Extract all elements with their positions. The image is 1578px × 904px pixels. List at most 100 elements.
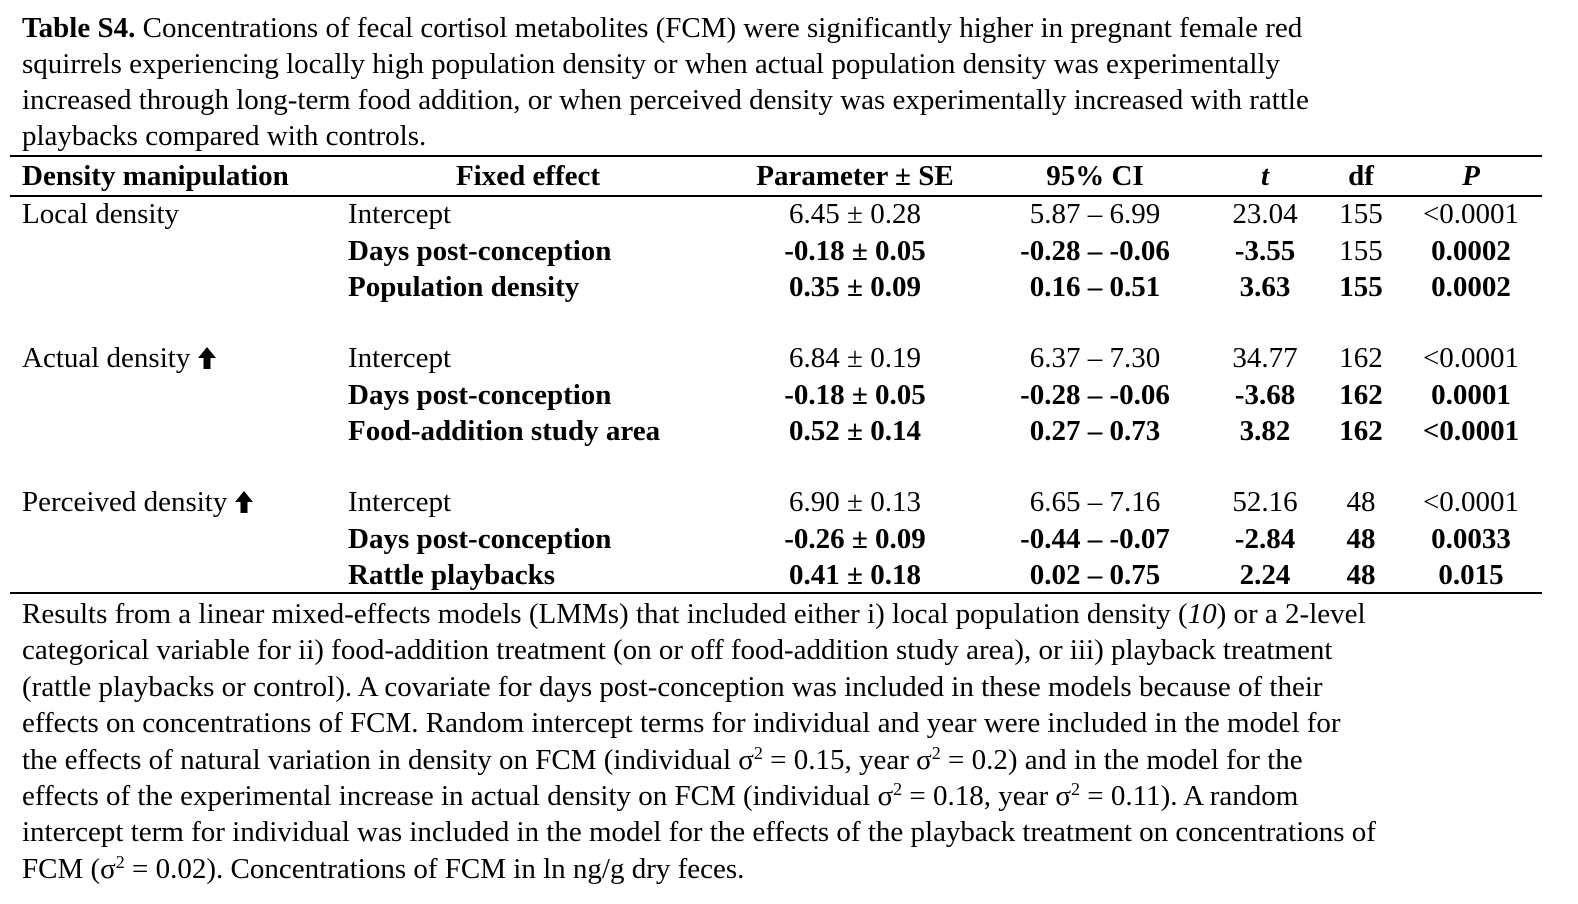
- table-row-param: -0.18 ± 0.05: [784, 235, 926, 267]
- group-actual-density-text: Actual density: [22, 342, 191, 374]
- table-row-ci: 0.27 – 0.73: [1029, 415, 1161, 447]
- caption-line-1: Table S4. Concentrations of fecal cortis…: [22, 10, 1522, 46]
- table-row-t: 34.77: [1232, 342, 1298, 374]
- table-row-effect: Intercept: [348, 342, 452, 374]
- table-row-param: 6.90 ± 0.13: [789, 486, 921, 518]
- footnote-line-5: the effects of natural variation in dens…: [22, 742, 1542, 778]
- up-arrow-icon: [235, 491, 254, 514]
- table-row-effect: Population density: [348, 271, 580, 303]
- table-row-df: 48: [1346, 486, 1376, 518]
- header-95-ci: 95% CI: [1046, 160, 1144, 192]
- table-row-df: 48: [1346, 559, 1376, 591]
- header-fixed-effect: Fixed effect: [455, 160, 601, 192]
- footnote-text: = 0.15, year σ: [762, 743, 932, 776]
- caption-line-3: increased through long-term food additio…: [22, 84, 1309, 116]
- footnote-text: Results from a linear mixed-effects mode…: [22, 598, 1188, 630]
- group-perceived-density-text: Perceived density: [22, 486, 228, 518]
- table-row-param: 6.45 ± 0.28: [789, 198, 921, 230]
- table-row-param: 0.41 ± 0.18: [789, 559, 921, 591]
- table-row-t: 52.16: [1232, 486, 1298, 518]
- footnote-text: the effects of natural variation in dens…: [22, 743, 754, 776]
- superscript: 2: [753, 742, 763, 763]
- table-row-p: 0.0001: [1431, 379, 1511, 411]
- caption-text-1: Concentrations of fecal cortisol metabol…: [135, 12, 1303, 44]
- table-row-ci: 5.87 – 6.99: [1029, 198, 1161, 230]
- group-perceived-density-label: Perceived density: [22, 484, 255, 520]
- footnote-text: = 0.18, year σ: [902, 779, 1072, 812]
- table-row-ci: 6.65 – 7.16: [1029, 486, 1161, 518]
- caption-label: Table S4.: [22, 12, 136, 44]
- footnote-text: = 0.2) and in the model for the: [940, 743, 1303, 776]
- table-row-p: <0.0001: [1422, 415, 1520, 447]
- table-row-df: 162: [1339, 415, 1383, 447]
- table-row-p: <0.0001: [1422, 486, 1520, 518]
- table-row-param: -0.18 ± 0.05: [784, 379, 926, 411]
- header-parameter-se: Parameter ± SE: [756, 160, 954, 192]
- table-row-param: 0.35 ± 0.09: [789, 271, 921, 303]
- table-row-param: 6.84 ± 0.19: [789, 342, 921, 374]
- caption-line-2: squirrels experiencing locally high popu…: [22, 48, 1280, 80]
- table-row-effect: Days post-conception: [348, 523, 612, 555]
- group-actual-density-label: Actual density: [22, 340, 218, 376]
- table-caption: Table S4. Concentrations of fecal cortis…: [22, 10, 1522, 154]
- table-row-df: 155: [1339, 235, 1383, 267]
- table-row-df: 155: [1339, 198, 1383, 230]
- table-row-effect: Intercept: [348, 486, 452, 518]
- superscript: 2: [931, 742, 941, 763]
- footnote-text: effects of the experimental increase in …: [22, 779, 894, 812]
- table-row-effect: Intercept: [348, 198, 452, 230]
- table-header-rule: [10, 195, 1542, 197]
- footnote-line-7: intercept term for individual was includ…: [22, 816, 1376, 849]
- up-arrow-icon: [198, 347, 217, 370]
- table-row-t: 2.24: [1239, 559, 1291, 591]
- table-footnote: Results from a linear mixed-effects mode…: [22, 596, 1542, 887]
- footnote-line-1: Results from a linear mixed-effects mode…: [22, 596, 1542, 632]
- header-t: t: [1260, 160, 1270, 192]
- table-row-effect: Days post-conception: [348, 379, 612, 411]
- table-row-effect: Food-addition study area: [348, 415, 661, 447]
- footnote-line-8: FCM (σ2 = 0.02). Concentrations of FCM i…: [22, 851, 1542, 887]
- footnote-line-2: categorical variable for ii) food-additi…: [22, 634, 1333, 667]
- table-row-df: 162: [1339, 379, 1383, 411]
- header-p: P: [1462, 160, 1480, 192]
- table-row-t: 3.82: [1239, 415, 1291, 447]
- table-row-df: 48: [1346, 523, 1376, 555]
- table-row-p: 0.0002: [1431, 271, 1511, 303]
- table-row-ci: 0.02 – 0.75: [1029, 559, 1161, 591]
- group-local-density-label: Local density: [22, 198, 180, 230]
- footnote-text: = 0.02). Concentrations of FCM in ln ng/…: [124, 852, 745, 885]
- table-row-effect: Rattle playbacks: [348, 559, 556, 591]
- header-density-manipulation: Density manipulation: [22, 160, 289, 192]
- table-row-ci: 0.16 – 0.51: [1029, 271, 1161, 303]
- table-top-rule: [10, 155, 1542, 157]
- table-row-p: 0.015: [1438, 559, 1504, 591]
- table-row-t: -3.55: [1234, 235, 1296, 267]
- table-row-ci: -0.28 – -0.06: [1020, 379, 1170, 411]
- table-row-df: 155: [1339, 271, 1383, 303]
- table-row-param: 0.52 ± 0.14: [789, 415, 921, 447]
- header-df: df: [1348, 160, 1374, 192]
- footnote-line-3: (rattle playbacks or control). A covaria…: [22, 670, 1323, 703]
- footnote-text: = 0.11). A random: [1080, 779, 1299, 812]
- footnote-text: ) or a 2-level: [1216, 598, 1366, 630]
- table-row-p: <0.0001: [1422, 198, 1520, 230]
- footnote-line-6: effects of the experimental increase in …: [22, 778, 1542, 814]
- table-row-param: -0.26 ± 0.09: [784, 523, 926, 555]
- table-row-ci: -0.28 – -0.06: [1020, 235, 1170, 267]
- table-row-effect: Days post-conception: [348, 235, 612, 267]
- table-row-p: 0.0033: [1431, 523, 1511, 555]
- table-row-t: 3.63: [1239, 271, 1291, 303]
- footnote-line-4: effects on concentrations of FCM. Random…: [22, 707, 1341, 740]
- reference-number: 10: [1187, 598, 1217, 630]
- superscript: 2: [1071, 778, 1081, 799]
- table-row-t: 23.04: [1232, 198, 1298, 230]
- caption-line-4: playbacks compared with controls.: [22, 120, 427, 152]
- footnote-text: FCM (σ: [22, 852, 116, 885]
- table-bottom-rule: [10, 592, 1542, 594]
- table-row-ci: -0.44 – -0.07: [1020, 523, 1170, 555]
- superscript: 2: [893, 778, 903, 799]
- table-row-ci: 6.37 – 7.30: [1029, 342, 1161, 374]
- table-row-t: -2.84: [1234, 523, 1296, 555]
- table-row-p: <0.0001: [1422, 342, 1520, 374]
